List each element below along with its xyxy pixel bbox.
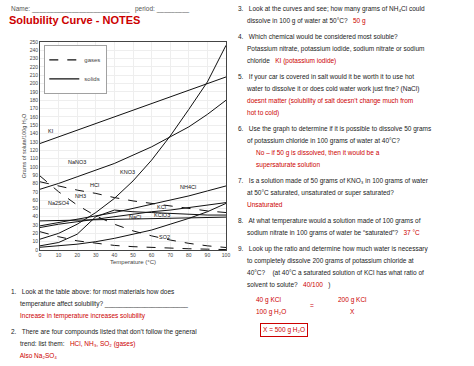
svg-text:90: 90 xyxy=(205,252,211,258)
svg-text:X: X xyxy=(350,308,355,315)
svg-text:240: 240 xyxy=(30,47,39,53)
svg-text:150: 150 xyxy=(30,122,39,128)
svg-text:1. Look at the table above:: 1. Look at the table above: for most mat… xyxy=(11,288,175,295)
svg-text:chloride KI (potassium iodid: chloride KI (potassium iodide) xyxy=(238,57,336,65)
svg-text:Name: ________________________: Name: ___________________________ period… xyxy=(11,5,190,13)
svg-text:KNO3: KNO3 xyxy=(120,169,135,175)
svg-text:Temperature (°C): Temperature (°C) xyxy=(110,259,156,265)
svg-text:4. Which chemical would be c: 4. Which chemical would be considered mo… xyxy=(238,33,398,40)
svg-text:temperature affect solubility?: temperature affect solubility? _________… xyxy=(11,300,188,308)
svg-text:Na2SO4: Na2SO4 xyxy=(48,200,69,206)
svg-text:40°C? (at 40°C a saturated: 40°C? (at 40°C a saturated solution of K… xyxy=(238,269,424,277)
svg-text:140: 140 xyxy=(30,130,39,136)
svg-text:40 g KCl: 40 g KCl xyxy=(256,296,281,304)
svg-text:10: 10 xyxy=(32,238,38,244)
svg-text:210: 210 xyxy=(30,72,39,78)
svg-text:supersaturate solution: supersaturate solution xyxy=(238,161,320,169)
svg-text:180: 180 xyxy=(30,97,39,103)
svg-text:dissolve in 100 g of water at: dissolve in 100 g of water at 50°C? 50 g xyxy=(238,17,366,25)
svg-text:hot to cold): hot to cold) xyxy=(238,109,279,117)
svg-text:20: 20 xyxy=(74,252,80,258)
svg-text:of potassium chloride in 100 g: of potassium chloride in 100 grams of wa… xyxy=(238,137,400,145)
svg-text:to completely dissolve 200 gra: to completely dissolve 200 grams of pota… xyxy=(238,257,414,265)
svg-text:Unsaturated: Unsaturated xyxy=(238,201,283,208)
svg-text:110: 110 xyxy=(30,155,38,161)
svg-text:60: 60 xyxy=(32,197,38,203)
svg-text:3. Look at the curves and se: 3. Look at the curves and see; how many … xyxy=(238,5,425,13)
svg-text:NaCl: NaCl xyxy=(129,214,141,220)
svg-text:70: 70 xyxy=(32,189,38,195)
svg-text:HCl: HCl xyxy=(90,182,99,188)
svg-text:No – if 50 g is dissolved, the: No – if 50 g is dissolved, then it would… xyxy=(238,149,380,157)
svg-text:160: 160 xyxy=(30,114,39,120)
svg-text:KI: KI xyxy=(48,128,54,134)
svg-text:NH4Cl: NH4Cl xyxy=(180,184,196,190)
svg-text:200: 200 xyxy=(30,80,39,86)
svg-text:KCl: KCl xyxy=(157,204,166,210)
svg-text:at 50°C saturated, unsaturated: at 50°C saturated, unsaturated or super … xyxy=(238,189,394,197)
svg-text:X = 500 g H₂O: X = 500 g H₂O xyxy=(263,326,305,334)
svg-text:water to dissolve it or does c: water to dissolve it or does cold water … xyxy=(238,85,419,93)
svg-text:8. At what temperature would: 8. At what temperature would a solution … xyxy=(238,217,421,225)
svg-text:Grams of solute/100g H₂O: Grams of solute/100g H₂O xyxy=(21,113,27,178)
svg-text:80: 80 xyxy=(186,252,192,258)
svg-text:=: = xyxy=(310,302,314,309)
svg-text:Potassium nitrate, potassium i: Potassium nitrate, potassium iodide, sod… xyxy=(238,45,424,53)
svg-text:80: 80 xyxy=(32,180,38,186)
svg-text:Increase in temperature increa: Increase in temperature increases solubi… xyxy=(11,312,146,320)
svg-text:2. There are four compounds: 2. There are four compounds listed that … xyxy=(11,328,197,336)
svg-text:solids: solids xyxy=(84,76,99,82)
svg-text:70: 70 xyxy=(167,252,173,258)
svg-text:5. If your car is covered in: 5. If your car is covered in salt would … xyxy=(238,73,414,81)
svg-text:190: 190 xyxy=(30,89,39,95)
svg-text:0: 0 xyxy=(39,252,42,258)
svg-text:9. Look up the ratio and det: 9. Look up the ratio and determine how m… xyxy=(238,245,428,253)
svg-text:0: 0 xyxy=(35,247,38,253)
svg-text:NaNO3: NaNO3 xyxy=(68,159,86,165)
svg-text:220: 220 xyxy=(30,64,39,70)
svg-text:100: 100 xyxy=(30,164,39,170)
svg-text:120: 120 xyxy=(30,147,39,153)
svg-text:KClO3: KClO3 xyxy=(154,212,170,218)
svg-text:60: 60 xyxy=(149,252,155,258)
svg-text:100: 100 xyxy=(222,252,231,258)
svg-text:50: 50 xyxy=(130,252,136,258)
svg-text:40: 40 xyxy=(112,252,118,258)
svg-text:Also Na₂SO₄: Also Na₂SO₄ xyxy=(11,352,57,359)
svg-text:10: 10 xyxy=(56,252,62,258)
svg-text:90: 90 xyxy=(32,172,38,178)
svg-text:SO2: SO2 xyxy=(159,234,170,240)
svg-text:trend: list them: HCl, NH₃,: trend: list them: HCl, NH₃, SO₂ (gases) xyxy=(11,340,135,348)
svg-text:230: 230 xyxy=(30,55,39,61)
svg-text:NH3: NH3 xyxy=(75,193,86,199)
svg-text:170: 170 xyxy=(30,105,39,111)
svg-text:solvent to solute? 40/100: solvent to solute? 40/100 ) xyxy=(238,281,331,289)
svg-text:6. Use the graph to determin: 6. Use the graph to determine if it is p… xyxy=(238,125,432,133)
svg-text:sodium nitrate in 100 grams of: sodium nitrate in 100 grams of water be … xyxy=(238,229,420,237)
svg-text:doesnt matter (solubility of s: doesnt matter (solubility of salt doesn’… xyxy=(238,97,413,105)
svg-text:gases: gases xyxy=(84,57,100,63)
svg-text:130: 130 xyxy=(30,139,39,145)
svg-text:50: 50 xyxy=(32,205,38,211)
svg-text:7. Is a solution made of 50: 7. Is a solution made of 50 grams of KNO… xyxy=(238,177,429,185)
svg-text:Solubility Curve - NOTES: Solubility Curve - NOTES xyxy=(9,14,140,26)
svg-text:200 g KCl: 200 g KCl xyxy=(338,296,367,304)
svg-text:40: 40 xyxy=(32,213,38,219)
svg-text:30: 30 xyxy=(32,222,38,228)
svg-text:250: 250 xyxy=(30,39,39,45)
svg-text:100 g H₂O: 100 g H₂O xyxy=(256,308,286,316)
svg-text:30: 30 xyxy=(93,252,99,258)
svg-text:20: 20 xyxy=(32,230,38,236)
